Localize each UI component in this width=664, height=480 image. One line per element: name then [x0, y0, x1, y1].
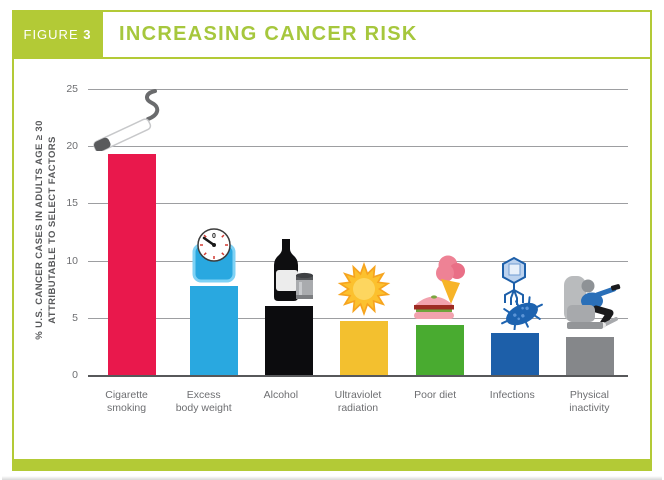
virus-bacteria-icon [484, 256, 546, 332]
gridline-20 [88, 146, 628, 148]
bar-excess-body-weight [189, 285, 238, 375]
gridline-10 [88, 260, 628, 262]
figure-header: FIGURE 3 INCREASING CANCER RISK [12, 10, 652, 59]
plot-area: 0 [88, 89, 628, 377]
figure-frame: FIGURE 3 INCREASING CANCER RISK % U.S. C… [12, 10, 652, 471]
page-title: INCREASING CANCER RISK [119, 23, 418, 45]
x-label-infections: Infections [489, 389, 535, 401]
x-label-poor-diet: Poor diet [414, 389, 457, 401]
x-label-physical-inactivity: Physical inactivity [569, 389, 610, 414]
bar-poor-diet [415, 324, 464, 375]
x-label-alcohol: Alcohol [263, 389, 299, 401]
svg-text:0: 0 [212, 233, 216, 240]
figure-tag-label: FIGURE [23, 27, 79, 42]
gridline-25 [88, 89, 628, 90]
y-tick-20: 20 [66, 140, 78, 153]
column-cigarette-smoking [88, 89, 176, 375]
bar-alcohol [264, 306, 313, 375]
y-tick-10: 10 [66, 254, 78, 267]
burger-ice-cream-icon [410, 254, 470, 322]
bars-row: 0 [88, 89, 628, 375]
column-poor-diet [402, 89, 477, 375]
gridline-5 [88, 317, 628, 319]
x-label-ultraviolet-radiation: Ultraviolet radiation [334, 389, 382, 414]
cigarette-icon [88, 89, 176, 153]
figure-tag-number: 3 [83, 27, 92, 42]
page-edge-shadow [2, 476, 662, 480]
chart-area: % U.S. CANCER CASES IN ADULTS AGE ≥ 30 A… [12, 59, 652, 459]
sun-icon [335, 260, 393, 318]
bar-physical-inactivity [566, 337, 615, 375]
y-tick-15: 15 [66, 197, 78, 210]
gridline-15 [88, 203, 628, 205]
y-tick-25: 25 [66, 83, 78, 95]
bar-cigarette-smoking [108, 154, 156, 375]
recliner-person-icon [558, 272, 622, 334]
y-tick-5: 5 [72, 311, 78, 324]
x-label-cigarette-smoking: Cigarette smoking [105, 389, 148, 414]
weight-scale-icon: 0 [186, 225, 242, 283]
bar-infections [490, 332, 539, 375]
column-alcohol [251, 89, 326, 375]
x-label-excess-body-weight: Excess body weight [175, 389, 232, 414]
x-axis-labels: Cigarette smoking Excess body weight Alcohol… [88, 389, 628, 415]
column-excess-body-weight: 0 [176, 89, 251, 375]
y-axis-title-line1: % U.S. CANCER CASES IN ADULTS AGE ≥ 30 [34, 120, 45, 340]
y-tick-0: 0 [72, 369, 78, 381]
bottom-accent-bar [12, 459, 652, 471]
y-axis-title-line2: ATTRIBUTABLE TO SELECT FACTORS [47, 136, 58, 324]
figure-tag: FIGURE 3 [12, 10, 103, 59]
bar-ultraviolet-radiation [340, 321, 389, 375]
column-infections [477, 89, 552, 375]
column-ultraviolet-radiation [327, 89, 402, 375]
y-axis-title: % U.S. CANCER CASES IN ADULTS AGE ≥ 30 A… [33, 80, 59, 380]
alcohol-bottle-can-icon [262, 239, 316, 303]
column-physical-inactivity [553, 89, 628, 375]
